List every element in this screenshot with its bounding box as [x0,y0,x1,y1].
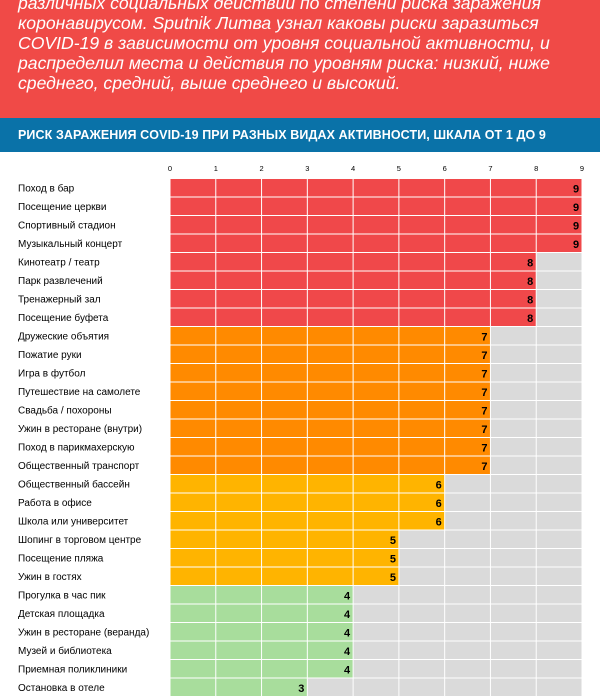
value-label: 7 [481,443,487,455]
category-label: Приемная поликлиники [18,665,127,676]
risk-bar [170,400,491,419]
x-tick-label: 7 [488,164,492,173]
value-label: 8 [527,258,533,270]
value-label: 6 [436,498,442,510]
value-label: 8 [527,313,533,325]
value-label: 7 [481,332,487,344]
value-label: 5 [390,535,396,547]
category-label: Ужин в ресторане (внутри) [18,424,142,435]
risk-bar [170,215,582,234]
value-label: 9 [573,239,579,251]
value-label: 7 [481,387,487,399]
x-tick-label: 8 [534,164,538,173]
value-label: 6 [436,480,442,492]
risk-bar [170,678,308,696]
category-label: Игра в футбол [18,368,86,380]
category-label: Остановка в отеле [18,683,105,694]
risk-bar [170,567,399,586]
risk-bar [170,548,399,567]
risk-bar [170,234,582,253]
value-label: 4 [344,591,351,603]
category-label: Работа в офисе [18,497,92,509]
x-tick-label: 6 [443,164,447,173]
category-label: Кинотеатр / театр [18,258,100,269]
x-tick-label: 4 [351,164,355,173]
category-label: Музыкальный концерт [18,239,123,250]
risk-bar-chart: 0 1 2 3 4 5 6 7 8 9 Поход в бар 9 Посещение церкви 9 С… [18,164,584,696]
risk-bar [170,326,491,345]
category-label: Посещение буфета [18,312,109,324]
value-label: 9 [573,221,579,233]
value-label: 7 [481,406,487,418]
x-tick-label: 0 [168,164,172,173]
category-label: Тренажерный зал [18,295,101,306]
value-label: 4 [344,665,351,677]
category-label: Детская площадка [18,609,105,620]
x-tick-label: 5 [397,164,401,173]
value-label: 8 [527,276,533,288]
chart-title: РИСК ЗАРАЖЕНИЯ COVID-19 ПРИ РАЗНЫХ ВИДАХ… [0,118,600,152]
intro-panel: различных социальных действий по степени… [0,0,600,118]
category-label: Посещение пляжа [18,554,104,565]
risk-bar [170,456,491,475]
risk-bar [170,382,491,401]
category-label: Ужин в гостях [18,572,82,583]
x-tick-label: 1 [214,164,218,173]
category-label: Прогулка в час пик [18,591,106,602]
category-label: Пожатие руки [18,350,82,361]
value-label: 9 [573,202,579,214]
category-label: Спортивный стадион [18,221,116,232]
category-label: Поход в бар [18,183,75,195]
category-label: Музей и библиотека [18,645,112,657]
category-label: Школа или университет [18,517,129,528]
x-tick-label: 9 [580,164,584,173]
risk-bar [170,437,491,456]
risk-bar [170,419,491,438]
x-tick-label: 2 [259,164,263,173]
value-label: 5 [390,572,396,584]
value-label: 3 [298,683,304,695]
value-label: 7 [481,350,487,362]
risk-bar [170,530,399,549]
value-label: 7 [481,461,487,473]
intro-text: различных социальных действий по степени… [18,0,550,93]
category-label: Шопинг в торговом центре [18,535,142,546]
category-label: Дружеские объятия [18,331,109,343]
value-label: 6 [436,517,442,529]
category-label: Поход в парикмахерскую [18,443,135,454]
category-label: Парк развлечений [18,276,103,287]
value-label: 7 [481,424,487,436]
x-tick-label: 3 [305,164,309,173]
value-label: 4 [344,609,351,621]
category-label: Ужин в ресторане (веранда) [18,628,149,639]
category-label: Общественный бассейн [18,479,130,491]
risk-bar [170,363,491,382]
value-label: 4 [344,646,351,658]
risk-bar [170,178,582,197]
value-label: 5 [390,554,396,566]
category-label: Свадьба / похороны [18,405,112,417]
value-label: 4 [344,628,351,640]
value-label: 8 [527,295,533,307]
value-label: 9 [573,184,579,196]
category-label: Путешествие на самолете [18,387,141,398]
value-label: 7 [481,369,487,381]
category-label: Посещение церкви [18,202,106,213]
category-label: Общественный транспорт [18,460,140,472]
risk-bar [170,345,491,364]
risk-bar [170,197,582,216]
